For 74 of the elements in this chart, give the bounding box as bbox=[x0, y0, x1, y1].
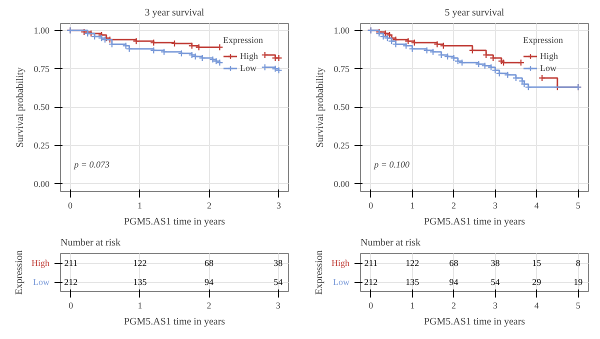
y-tick-label: 0.00 bbox=[34, 178, 50, 189]
y-tick-label: 0.00 bbox=[334, 178, 350, 189]
y-tick-label: Low bbox=[33, 277, 50, 287]
data-label: 211 bbox=[364, 258, 378, 268]
y-tick-label: 0.75 bbox=[334, 64, 350, 74]
y-tick-label: 1.00 bbox=[334, 25, 350, 36]
data-label: 211 bbox=[64, 258, 78, 268]
y-tick-label: 0.50 bbox=[334, 102, 350, 112]
x-tick-label: 5 bbox=[576, 200, 581, 210]
y-tick-label: 0.75 bbox=[34, 64, 50, 74]
data-label: 54 bbox=[274, 277, 284, 287]
chart-title: Number at risk bbox=[60, 238, 120, 248]
data-label: 94 bbox=[204, 277, 214, 287]
legend-label: High bbox=[540, 50, 560, 62]
legend-label: High bbox=[240, 50, 260, 62]
y-tick-label: 0.25 bbox=[334, 140, 350, 150]
data-label: 122 bbox=[133, 258, 147, 268]
data-label: 135 bbox=[133, 277, 148, 287]
annotation: p = 0.100 bbox=[373, 160, 410, 170]
x-tick-label: 1 bbox=[138, 300, 142, 310]
data-label: 8 bbox=[576, 258, 581, 268]
y-axis-title: Expression bbox=[314, 250, 326, 295]
x-tick-label: 2 bbox=[207, 200, 212, 210]
x-tick-label: 3 bbox=[276, 300, 281, 310]
x-tick-label: 0 bbox=[68, 200, 73, 210]
x-axis-title: PGM5.AS1 time in years bbox=[124, 316, 226, 328]
data-label: 212 bbox=[364, 277, 378, 287]
x-tick-label: 1 bbox=[410, 200, 415, 210]
y-tick-label: High bbox=[332, 258, 350, 268]
x-tick-label: 1 bbox=[410, 300, 415, 310]
y-tick-label: 0.25 bbox=[34, 140, 50, 150]
x-tick-label: 3 bbox=[276, 200, 282, 210]
data-label: 38 bbox=[274, 258, 284, 268]
x-axis-title: PGM5.AS1 time in years bbox=[124, 216, 226, 228]
legend-label: Low bbox=[540, 62, 558, 74]
data-label: 94 bbox=[449, 277, 459, 287]
y-tick-label: 0.50 bbox=[34, 102, 50, 112]
data-label: 15 bbox=[532, 258, 542, 268]
data-label: 54 bbox=[490, 277, 500, 287]
data-label: 38 bbox=[490, 258, 500, 268]
annotation: p = 0.073 bbox=[73, 160, 110, 170]
y-tick-label: Low bbox=[333, 277, 350, 287]
x-tick-label: 4 bbox=[534, 200, 540, 210]
x-axis-title: PGM5.AS1 time in years bbox=[424, 316, 526, 328]
x-tick-label: 5 bbox=[576, 300, 581, 310]
data-label: 135 bbox=[406, 277, 420, 287]
y-axis-title: Survival probability bbox=[14, 67, 26, 148]
x-tick-label: 1 bbox=[137, 200, 142, 210]
data-label: 68 bbox=[449, 258, 459, 268]
y-tick-label: High bbox=[32, 258, 50, 268]
x-tick-label: 3 bbox=[492, 200, 498, 210]
x-tick-label: 4 bbox=[534, 300, 540, 310]
data-label: 68 bbox=[204, 258, 214, 268]
data-label: 212 bbox=[64, 277, 78, 287]
x-tick-label: 3 bbox=[492, 300, 498, 310]
chart-title: 5 year survival bbox=[444, 8, 504, 18]
chart-title: 3 year survival bbox=[144, 8, 204, 18]
x-axis-title: PGM5.AS1 time in years bbox=[424, 216, 526, 228]
x-tick-label: 0 bbox=[368, 200, 374, 210]
x-tick-label: 2 bbox=[206, 300, 212, 310]
legend-title: Expression bbox=[523, 35, 564, 46]
data-label: 19 bbox=[574, 277, 584, 287]
data-label: 122 bbox=[406, 258, 420, 268]
x-tick-label: 2 bbox=[452, 200, 456, 210]
legend-title: Expression bbox=[223, 35, 264, 46]
legend-label: Low bbox=[240, 62, 258, 74]
chart-title: Number at risk bbox=[360, 238, 420, 248]
y-axis-title: Survival probability bbox=[314, 67, 326, 148]
y-tick-label: 1.00 bbox=[34, 25, 50, 36]
x-tick-label: 0 bbox=[368, 300, 374, 310]
y-axis-title: Expression bbox=[14, 250, 26, 295]
x-tick-label: 2 bbox=[452, 300, 456, 310]
x-tick-label: 0 bbox=[68, 300, 74, 310]
data-label: 29 bbox=[532, 277, 542, 287]
